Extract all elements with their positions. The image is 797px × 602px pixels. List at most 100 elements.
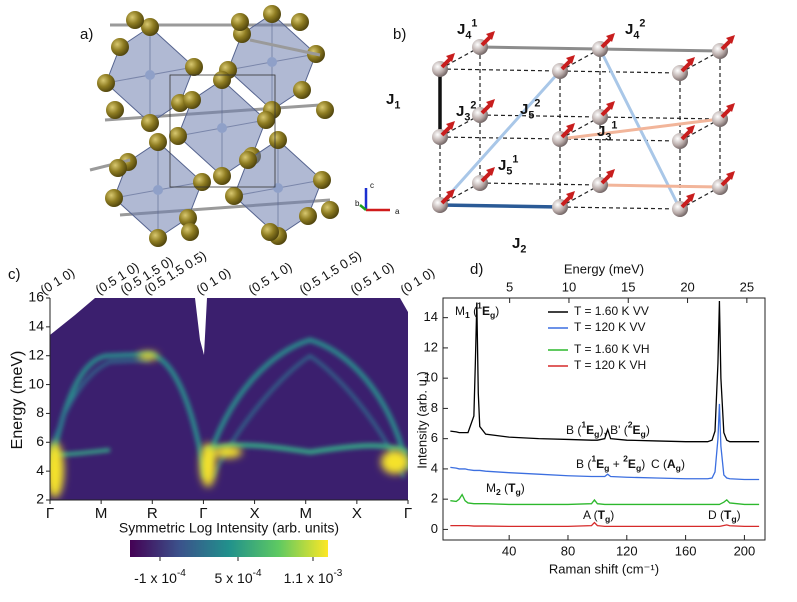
text-piece: D ( (708, 508, 724, 522)
spectrum-line (450, 403, 760, 481)
text-piece: 1 (394, 99, 400, 111)
text-piece: M (486, 481, 496, 495)
colorbar-tick-label: 5 x 10-4 (214, 568, 261, 586)
ligand-atom (213, 167, 231, 185)
text-piece: ) (641, 457, 645, 471)
heatmap-bands (50, 337, 408, 479)
spin-arrow-head (686, 57, 695, 66)
text-piece: T (724, 508, 732, 522)
x-tick-label: X (352, 505, 362, 522)
ligand-atom (181, 223, 199, 241)
panel-label: a) (80, 26, 93, 43)
text-piece: 2 (534, 97, 540, 109)
text-piece: ) (521, 481, 525, 495)
spectrum-line (450, 521, 760, 528)
y-tick-label: 8 (431, 400, 438, 415)
spin-arrow-head (446, 53, 455, 62)
lattice-edge (559, 138, 681, 142)
text-piece: C ( (651, 457, 667, 471)
annotation: J2 (512, 235, 526, 255)
text-piece: 1 (591, 454, 596, 464)
ligand-atom (185, 58, 203, 76)
y-tick-label: 14 (28, 318, 44, 334)
text-piece: E (633, 423, 641, 437)
y-tick-label: 4 (36, 462, 44, 478)
annotation: B (1Eg + 2Eg) (576, 454, 645, 474)
ligand-atom (313, 171, 331, 189)
y-tick-label: 16 (28, 289, 44, 305)
text-piece: ( (501, 481, 508, 495)
axis-name: c (370, 181, 374, 190)
text-piece: -1 x 10 (134, 570, 177, 586)
ligand-atom (169, 127, 187, 145)
coupling-path (438, 203, 562, 209)
dispersion-band (202, 337, 408, 471)
y-tick-label: 6 (36, 433, 44, 449)
y-tick-label: 10 (28, 375, 44, 391)
legend-label: T = 120 K VV (574, 320, 646, 334)
text-piece: 2 (623, 454, 628, 464)
ligand-atom (193, 173, 211, 191)
text-piece: g (731, 514, 736, 524)
text-piece: B ( (566, 423, 581, 437)
intensity-peak (214, 446, 242, 458)
text-piece: 5 (506, 165, 512, 177)
text-piece: E (596, 457, 604, 471)
text-piece: + (609, 457, 623, 471)
x-tick-label: Γ (199, 505, 207, 522)
spin-arrow-head (726, 171, 735, 180)
x2-tick-label: 25 (740, 279, 754, 294)
x2-tick-label: 15 (621, 279, 635, 294)
text-piece: -3 (333, 568, 342, 579)
text-piece: -4 (253, 568, 262, 579)
annotation: J52 (520, 97, 540, 121)
x-tick-label: 80 (561, 543, 575, 558)
ligand-atom (179, 209, 197, 227)
text-piece: ), B' ( (599, 423, 627, 437)
spin-arrow-head (486, 99, 495, 108)
ligand-atom (106, 101, 124, 119)
panel-label: b) (393, 26, 406, 43)
text-piece: B ( (576, 457, 591, 471)
intensity-peak (200, 443, 216, 487)
annotation: J32 (456, 99, 476, 123)
annotation: J31 (597, 119, 617, 143)
spin-arrow-head (726, 103, 735, 112)
lattice-edge (479, 182, 601, 186)
bond (249, 38, 321, 57)
annotation: J51 (498, 153, 518, 177)
annotation: C (Ag) (651, 457, 685, 473)
y-axis-title: Intensity (arb. u.) (414, 371, 429, 469)
lattice-edge (559, 70, 681, 74)
text-piece: 2 (470, 99, 476, 111)
annotation: B (1Eg), B' (2Eg) (566, 420, 650, 440)
x2-axis-title: Energy (meV) (564, 261, 644, 276)
text-piece: 1 (611, 119, 617, 131)
top-label: (0.5 1 0) (245, 259, 294, 297)
text-piece: J (457, 21, 465, 38)
text-piece: g (641, 429, 646, 439)
legend-label: T = 1.60 K VH (574, 342, 650, 356)
axis-name: b (355, 199, 360, 208)
metal-atom (267, 57, 277, 67)
spin-arrow-head (606, 33, 615, 42)
y-tick-label: 2 (431, 491, 438, 506)
text-piece: 1 (477, 301, 482, 311)
ligand-atom (293, 81, 311, 99)
spin-arrow-head (606, 169, 615, 178)
colorbar (130, 540, 328, 557)
colorbar-tick-label: 1.1 x 10-3 (284, 568, 343, 586)
ligand-atom (321, 201, 339, 219)
y-axis-title: Energy (meV) (9, 351, 26, 450)
text-piece: ) (681, 457, 685, 471)
text-piece: E (586, 423, 594, 437)
ligand-atom (231, 13, 249, 31)
text-piece: M (455, 304, 465, 318)
x-tick-label: 200 (734, 543, 756, 558)
text-piece: 1 (465, 310, 470, 320)
text-piece: g (605, 514, 610, 524)
text-piece: ) (610, 508, 614, 522)
heatmap-background (50, 298, 408, 500)
metal-atom (153, 185, 163, 195)
ligand-atom (109, 159, 127, 177)
